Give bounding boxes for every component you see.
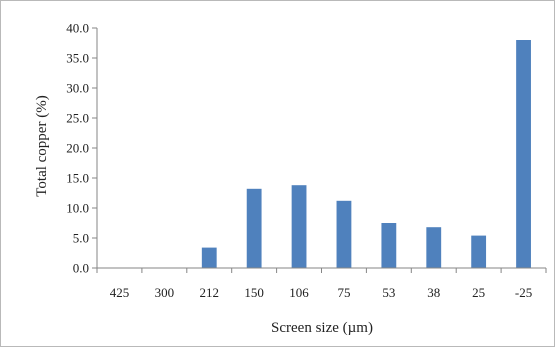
bar-75 bbox=[336, 200, 352, 268]
x-tick-label: 53 bbox=[382, 285, 395, 300]
x-tick-label: -25 bbox=[515, 285, 532, 300]
y-tick-label: 30.0 bbox=[66, 81, 89, 96]
bar--25 bbox=[516, 40, 531, 268]
bar-106 bbox=[291, 185, 307, 268]
y-tick-label: 15.0 bbox=[66, 171, 89, 186]
bars-layer bbox=[201, 40, 531, 268]
x-tick-label: 75 bbox=[337, 285, 350, 300]
y-tick-label: 40.0 bbox=[66, 21, 89, 36]
y-axis-title: Total copper (%) bbox=[34, 95, 50, 196]
y-tick-label: 25.0 bbox=[66, 111, 89, 126]
bar-25 bbox=[471, 235, 487, 268]
x-tick-label: 212 bbox=[200, 285, 220, 300]
y-tick-label: 0.0 bbox=[73, 261, 89, 276]
bar-212 bbox=[201, 247, 217, 268]
x-axis-title: Screen size (µm) bbox=[271, 320, 373, 336]
x-tick-label: 150 bbox=[244, 285, 264, 300]
y-tick-label: 5.0 bbox=[73, 231, 89, 246]
bar-38 bbox=[426, 227, 442, 268]
y-tick-label: 35.0 bbox=[66, 51, 89, 66]
axes-layer bbox=[92, 27, 547, 273]
x-tick-label: 25 bbox=[472, 285, 485, 300]
x-tick-label: 300 bbox=[155, 285, 175, 300]
x-tick-label: 425 bbox=[110, 285, 130, 300]
ticks-layer: 0.0 5.0 10.0 15.0 20.0 25.0 30.0 35.0 40.0 425 300… bbox=[66, 21, 532, 301]
x-tick-label: 106 bbox=[289, 285, 309, 300]
y-tick-label: 20.0 bbox=[66, 141, 89, 156]
y-tick-label: 10.0 bbox=[66, 201, 89, 216]
bar-53 bbox=[381, 223, 397, 268]
bar-150 bbox=[246, 188, 262, 268]
x-tick-label: 38 bbox=[427, 285, 440, 300]
